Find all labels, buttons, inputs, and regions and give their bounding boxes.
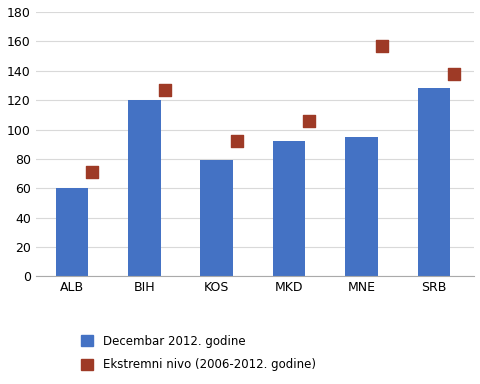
Bar [345, 137, 377, 276]
Bar [272, 141, 305, 276]
Point [88, 169, 96, 175]
Point [160, 87, 168, 93]
Point [377, 43, 385, 49]
Bar [200, 161, 232, 276]
Bar [417, 88, 449, 276]
Point [233, 138, 240, 144]
Bar [128, 100, 160, 276]
Bar [56, 188, 88, 276]
Point [449, 71, 457, 77]
Point [305, 118, 312, 124]
Legend: Decembar 2012. godine, Ekstremni nivo (2006-2012. godine): Decembar 2012. godine, Ekstremni nivo (2… [76, 330, 320, 376]
